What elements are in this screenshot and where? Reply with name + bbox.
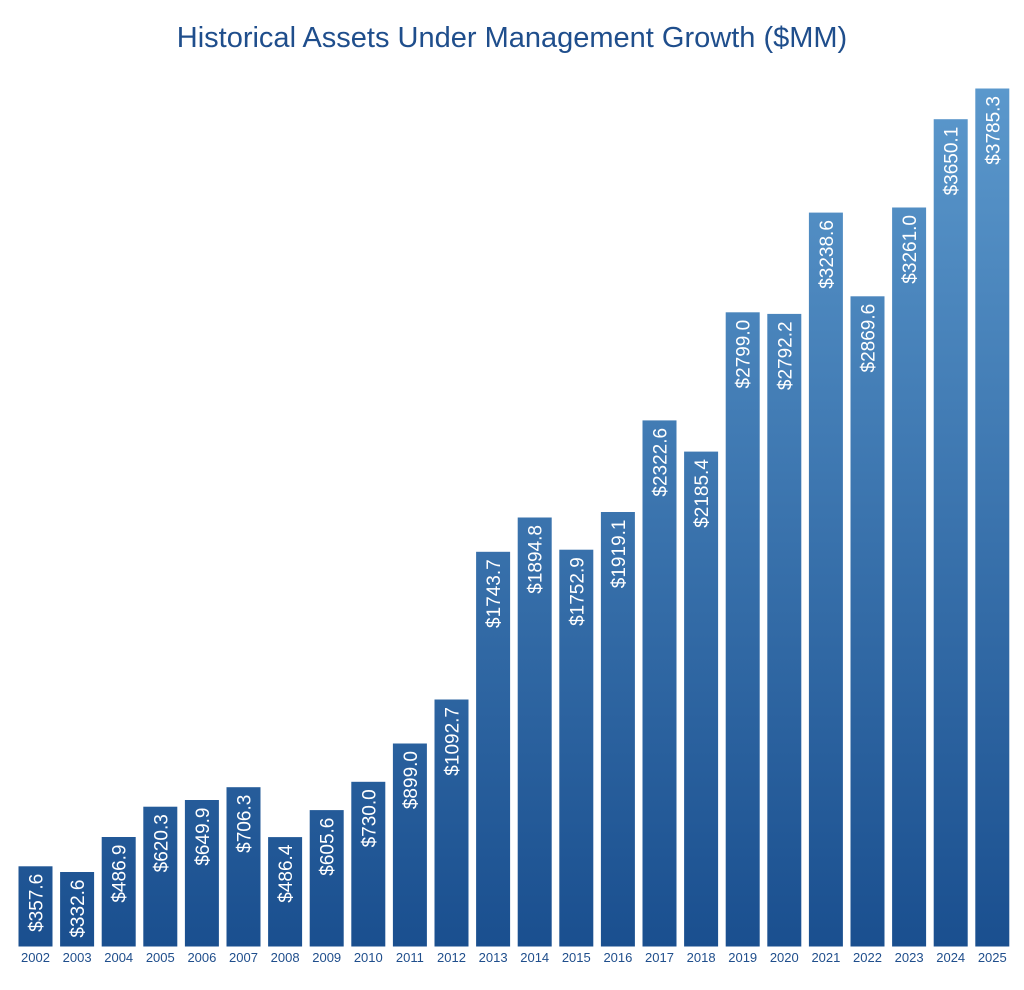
bar-2011: [391, 742, 428, 948]
data-label-2025: $3785.3: [983, 96, 1004, 165]
x-tick-2020: 2020: [770, 950, 799, 965]
x-tick-2015: 2015: [562, 950, 591, 965]
bar-2023: [891, 206, 928, 948]
data-label-2004: $486.9: [110, 845, 131, 903]
data-label-2006: $649.9: [193, 808, 214, 866]
x-tick-2018: 2018: [687, 950, 716, 965]
data-label-2023: $3261.0: [900, 215, 921, 284]
x-tick-2024: 2024: [936, 950, 965, 965]
bar-2021: [807, 211, 844, 948]
x-tick-2023: 2023: [895, 950, 924, 965]
bar-2007: [225, 786, 262, 948]
data-label-2005: $620.3: [151, 814, 172, 872]
bar-2004: [100, 836, 137, 948]
x-tick-2021: 2021: [811, 950, 840, 965]
x-tick-2006: 2006: [187, 950, 216, 965]
bar-2003: [59, 871, 96, 948]
bar-2018: [683, 450, 720, 948]
data-label-2003: $332.6: [68, 880, 89, 938]
bar-2024: [932, 118, 969, 948]
data-label-2008: $486.4: [276, 844, 297, 903]
x-tick-2005: 2005: [146, 950, 175, 965]
bar-2025: [974, 87, 1011, 948]
x-tick-2019: 2019: [728, 950, 757, 965]
x-tick-2007: 2007: [229, 950, 258, 965]
data-label-2015: $1752.9: [567, 557, 588, 626]
bar-2013: [475, 550, 512, 948]
x-tick-2017: 2017: [645, 950, 674, 965]
bar-2012: [433, 698, 470, 948]
x-tick-2022: 2022: [853, 950, 882, 965]
x-tick-2004: 2004: [104, 950, 133, 965]
x-tick-2010: 2010: [354, 950, 383, 965]
bar-2019: [724, 311, 761, 948]
data-label-2009: $605.6: [318, 818, 339, 876]
chart-title: Historical Assets Under Management Growt…: [176, 22, 848, 54]
bar-2010: [350, 780, 387, 948]
data-label-2011: $899.0: [401, 751, 422, 809]
data-label-2012: $1092.7: [443, 707, 464, 776]
x-tick-2012: 2012: [437, 950, 466, 965]
data-label-2022: $2869.6: [859, 304, 880, 373]
x-tick-2025: 2025: [978, 950, 1007, 965]
data-label-2002: $357.6: [27, 874, 48, 932]
bar-2015: [558, 548, 595, 948]
x-tick-2016: 2016: [603, 950, 632, 965]
bar-2006: [183, 799, 220, 948]
data-label-2017: $2322.6: [651, 428, 672, 497]
x-tick-2002: 2002: [21, 950, 50, 965]
bar-2016: [599, 511, 636, 948]
bar-2005: [142, 805, 179, 948]
bar-2009: [308, 809, 345, 948]
data-label-2019: $2799.0: [734, 320, 755, 389]
x-tick-2009: 2009: [312, 950, 341, 965]
data-label-2010: $730.0: [359, 789, 380, 847]
data-label-2014: $1894.8: [526, 525, 547, 594]
x-tick-2011: 2011: [396, 950, 424, 965]
x-tick-2008: 2008: [271, 950, 300, 965]
bar-2014: [516, 516, 553, 948]
x-tick-2014: 2014: [520, 950, 549, 965]
data-label-2020: $2792.2: [775, 321, 796, 390]
data-labels-layer: $357.6 $332.6 $486.9 $620.3 $649.9 $706.3 $486…: [27, 96, 1005, 938]
x-tick-2013: 2013: [479, 950, 508, 965]
bar-2017: [641, 419, 678, 948]
bar-2002: [17, 865, 54, 948]
bar-2020: [766, 312, 803, 948]
bars-layer: [17, 87, 1011, 948]
x-tick-2003: 2003: [63, 950, 92, 965]
data-label-2013: $1743.7: [484, 559, 505, 628]
bar-2022: [849, 295, 886, 948]
data-label-2024: $3650.1: [942, 127, 963, 196]
data-label-2018: $2185.4: [692, 459, 713, 528]
data-label-2021: $3238.6: [817, 220, 838, 289]
data-label-2016: $1919.1: [609, 520, 630, 589]
data-label-2007: $706.3: [235, 795, 256, 853]
x-axis-ticks: 2002 2003 2004 2005 2006 2007 2008 2009 2010 2011…: [21, 950, 1007, 965]
bar-2008: [267, 836, 304, 948]
